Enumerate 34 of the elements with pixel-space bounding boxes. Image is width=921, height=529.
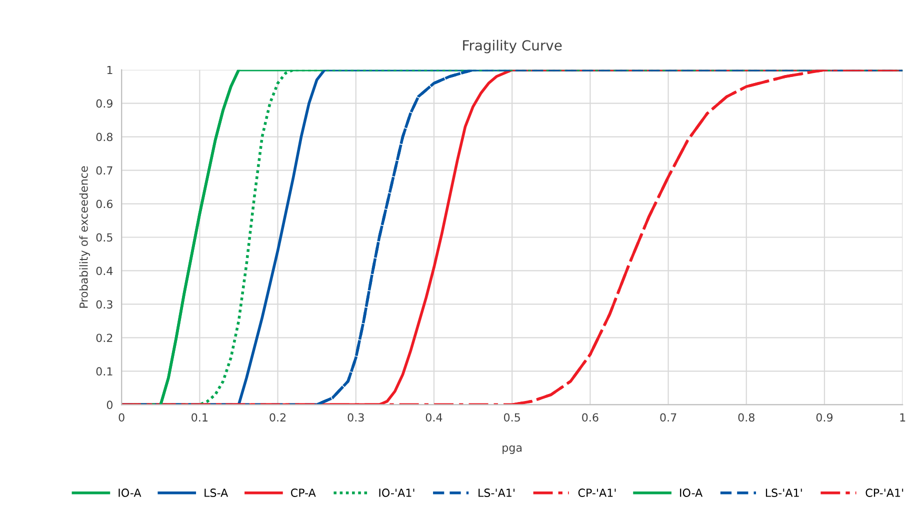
y-tick-label: 0.1: [96, 367, 112, 376]
legend-label: CP-'A1': [866, 488, 904, 497]
chart-title: Fragility Curve: [463, 40, 562, 54]
x-tick-label: 0: [118, 413, 124, 422]
x-tick-label: 0.7: [660, 413, 676, 422]
legend-label: IO-'A1': [379, 488, 414, 497]
x-tick-label: 0.5: [504, 413, 520, 422]
legend-label: CP-A: [290, 488, 316, 497]
legend-label: CP-'A1': [578, 488, 616, 497]
y-tick-label: 0.6: [96, 200, 113, 208]
legend-label: IO-A: [118, 488, 142, 497]
y-tick-label: 0.8: [96, 132, 112, 142]
legend-label: LS-'A1': [766, 488, 802, 497]
x-axis-title: pga: [502, 445, 522, 454]
y-tick-label: 0: [106, 400, 112, 410]
y-tick-label: 0.3: [96, 300, 112, 309]
x-tick-label: 0.3: [348, 413, 364, 422]
y-tick-label: 0.9: [96, 99, 112, 108]
y-tick-label: 0.2: [96, 334, 112, 342]
x-tick-label: 0.2: [270, 413, 286, 422]
y-tick-label: 0.5: [96, 233, 112, 242]
legend-label: LS-A: [204, 488, 228, 497]
y-axis-title: Probability of exceedence: [79, 166, 90, 308]
legend-label: IO-A: [680, 488, 703, 497]
x-tick-label: 0.4: [426, 413, 442, 422]
x-tick-label: 0.9: [816, 413, 833, 422]
y-tick-label: 0.7: [96, 166, 112, 175]
x-tick-label: 0.1: [192, 413, 208, 422]
y-tick-label: 1: [107, 66, 112, 74]
x-tick-label: 0.8: [738, 413, 754, 422]
x-tick-label: 0.6: [582, 413, 598, 422]
legend-label: LS-'A1': [478, 488, 514, 497]
x-tick-label: 1: [900, 413, 906, 422]
y-tick-label: 0.4: [96, 266, 113, 276]
